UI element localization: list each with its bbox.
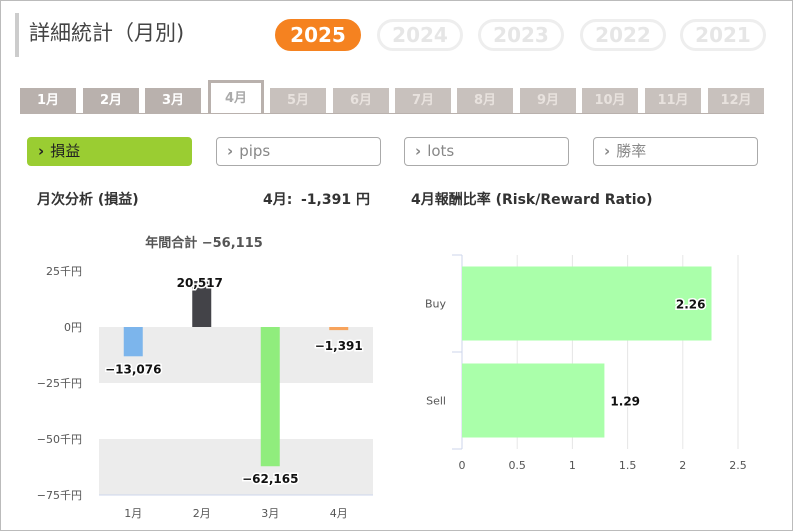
filter-lots-button[interactable]: › lots xyxy=(404,137,569,166)
grid-band xyxy=(99,439,373,495)
x-tick-label: 4月 xyxy=(330,507,348,520)
tab-month-4[interactable]: 4月 xyxy=(208,80,264,113)
y-tick-label: −25千円 xyxy=(37,377,82,390)
data-label: −13,076 xyxy=(105,362,161,376)
filter-pips-button[interactable]: › pips xyxy=(216,137,381,166)
data-label: 2.26 xyxy=(676,298,706,312)
tab-month-1[interactable]: 1月 xyxy=(20,88,76,113)
x-tick-label: 0.5 xyxy=(508,459,526,472)
x-tick-label: 3月 xyxy=(261,507,279,520)
y-tick-label: Sell xyxy=(426,395,446,408)
y-tick-label: 25千円 xyxy=(46,265,82,278)
year-2021-button[interactable]: 2021 xyxy=(680,19,766,51)
y-tick-label: −50千円 xyxy=(37,433,82,446)
filter-label: lots xyxy=(427,142,455,160)
page-title: 詳細統計（月別) xyxy=(29,21,185,45)
bar xyxy=(260,327,280,467)
chevron-right-icon: › xyxy=(38,142,45,160)
month-tabs: 1月 2月 3月 4月 5月 6月 7月 8月 9月 10月 11月 12月 xyxy=(20,80,764,113)
tab-month-10[interactable]: 10月 xyxy=(582,88,638,113)
tab-month-8[interactable]: 8月 xyxy=(457,88,513,113)
current-month-value: -1,391 円 xyxy=(301,192,370,208)
filter-label: 損益 xyxy=(50,142,81,160)
data-label: 1.29 xyxy=(610,395,640,409)
title-bar: 詳細統計（月別) xyxy=(15,13,184,57)
bar xyxy=(123,327,143,357)
x-tick-label: 2.5 xyxy=(729,459,747,472)
bar xyxy=(329,327,349,331)
bar xyxy=(462,363,605,438)
filter-profit-button[interactable]: › 損益 xyxy=(27,137,192,166)
filter-label: pips xyxy=(239,142,271,160)
tab-month-12[interactable]: 12月 xyxy=(708,88,764,113)
tab-month-5[interactable]: 5月 xyxy=(270,88,326,113)
x-tick-label: 2月 xyxy=(193,507,211,520)
x-tick-label: 1.5 xyxy=(619,459,637,472)
risk-reward-chart: 0 0.5 1 1.5 2 2.5 Buy 2.26 Sell 1.29 xyxy=(425,254,747,472)
x-tick-label: 0 xyxy=(459,459,466,472)
chevron-right-icon: › xyxy=(604,142,611,160)
filter-winrate-button[interactable]: › 勝率 xyxy=(593,137,758,166)
year-2025-button[interactable]: 2025 xyxy=(275,19,361,51)
year-2024-button[interactable]: 2024 xyxy=(377,19,463,51)
tab-month-9[interactable]: 9月 xyxy=(520,88,576,113)
x-tick-label: 1月 xyxy=(124,507,142,520)
grid-band xyxy=(99,327,373,383)
year-2022-button[interactable]: 2022 xyxy=(580,19,666,51)
tab-underline xyxy=(20,113,764,114)
x-tick-label: 2 xyxy=(679,459,686,472)
tab-month-2[interactable]: 2月 xyxy=(83,88,139,113)
chevron-right-icon: › xyxy=(227,142,234,160)
tab-month-3[interactable]: 3月 xyxy=(145,88,201,113)
data-label: −1,391 xyxy=(315,339,363,353)
monthly-pl-chart: 25千円 0円 −25千円 −50千円 −75千円 年間合計 −56,115 −13,076… xyxy=(37,235,373,520)
year-2023-button[interactable]: 2023 xyxy=(478,19,564,51)
current-month-label: 4月: xyxy=(263,192,293,208)
bar xyxy=(192,281,212,327)
y-tick-label: −75千円 xyxy=(37,489,82,502)
tab-month-6[interactable]: 6月 xyxy=(333,88,389,113)
monthly-heading: 月次分析 (損益) xyxy=(37,192,139,208)
chart-title: 年間合計 −56,115 xyxy=(145,235,263,251)
y-tick-label: Buy xyxy=(425,298,447,311)
rr-heading: 4月報酬比率 (Risk/Reward Ratio) xyxy=(411,192,653,208)
data-label: 20,517 xyxy=(177,276,223,290)
y-tick-label: 0円 xyxy=(64,321,82,334)
tab-month-11[interactable]: 11月 xyxy=(645,88,701,113)
filter-label: 勝率 xyxy=(616,142,647,160)
data-label: −62,165 xyxy=(242,472,298,486)
x-tick-label: 1 xyxy=(569,459,576,472)
bar xyxy=(462,266,712,341)
tab-month-7[interactable]: 7月 xyxy=(395,88,451,113)
chevron-right-icon: › xyxy=(415,142,422,160)
